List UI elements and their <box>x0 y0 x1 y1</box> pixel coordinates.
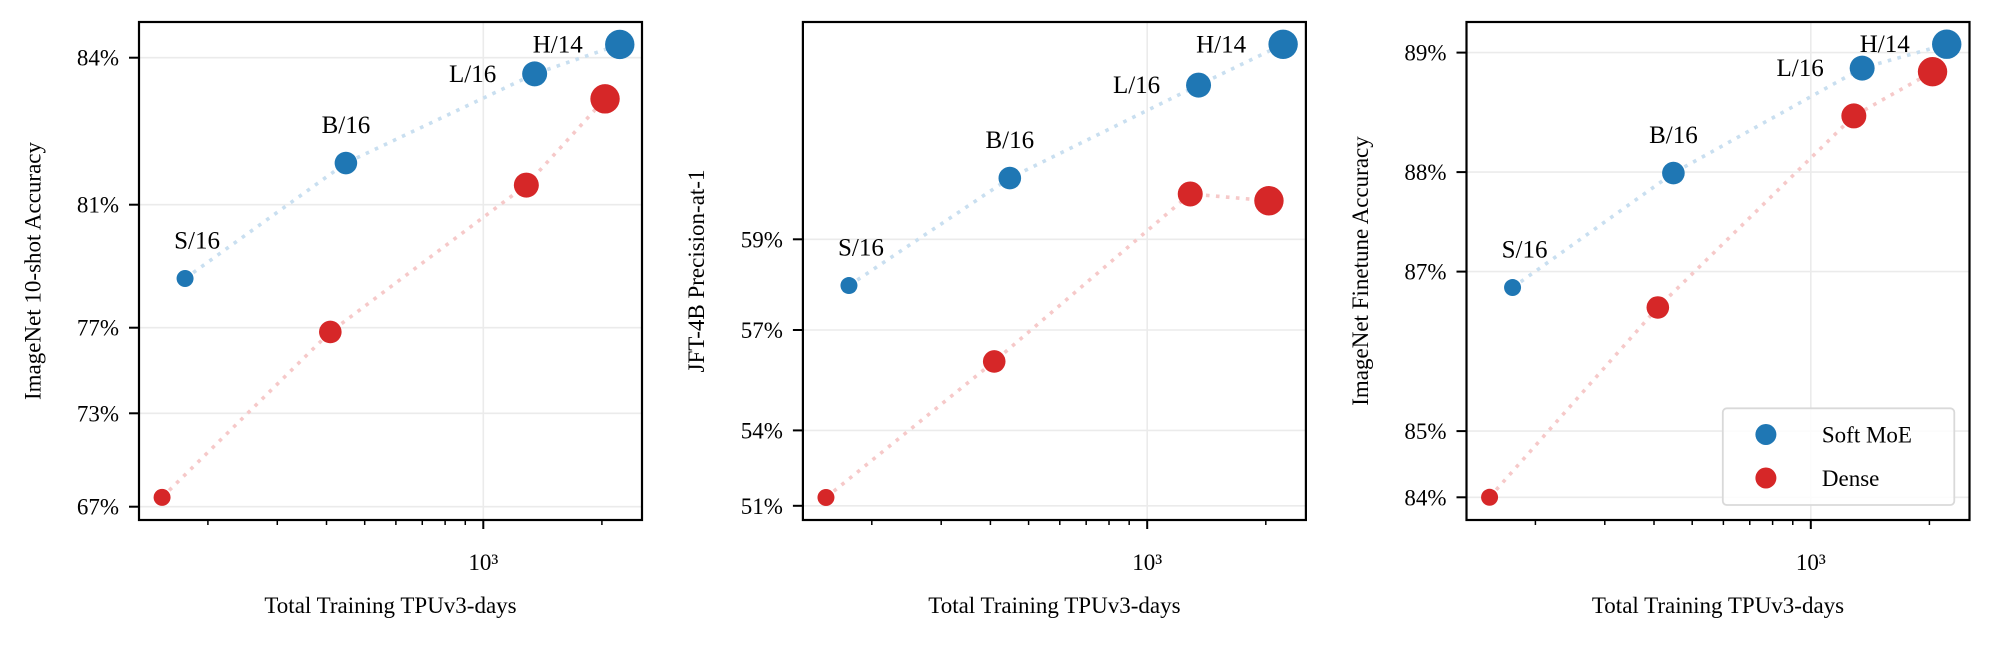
y-tick-label: 84% <box>1404 485 1446 510</box>
model-label: H/14 <box>1860 31 1911 58</box>
chart-panel-1: S/16 B/16 L/16 H/14 84% 81% 77% 73% 67% 10³ Total … <box>20 20 644 618</box>
dense-trend-line <box>1488 70 1934 499</box>
model-label: B/16 <box>322 112 371 139</box>
x-axis-title: Total Training TPUv3-days <box>264 593 516 618</box>
model-label: H/14 <box>533 31 584 58</box>
x-axis-title: Total Training TPUv3-days <box>928 593 1180 618</box>
dense-legend-marker <box>1755 467 1777 489</box>
soft_moe-trend-line <box>1511 42 1948 290</box>
dense-point <box>1254 186 1284 216</box>
model-label: S/16 <box>838 235 884 262</box>
soft_moe-point <box>522 61 548 87</box>
dense-point <box>319 320 342 344</box>
model-label: L/16 <box>449 61 496 88</box>
soft_moe-point <box>1268 29 1298 59</box>
dense-point <box>1646 296 1670 319</box>
soft_moe-point <box>1504 279 1522 297</box>
y-tick-label: 89% <box>1404 41 1446 66</box>
legend-box <box>1721 407 1956 506</box>
dense-point <box>1841 103 1867 129</box>
axes-frame <box>801 20 1308 522</box>
y-tick-label: 77% <box>77 316 119 341</box>
x-tick-label: 10³ <box>1796 550 1826 575</box>
y-axis-title: ImageNet 10-shot Accuracy <box>20 141 45 400</box>
dense-point <box>1917 57 1948 87</box>
legend: Soft MoE Dense <box>1721 407 1956 506</box>
y-tick-label: 54% <box>741 418 783 443</box>
soft_moe-point <box>840 277 858 295</box>
legend-label: Soft MoE <box>1822 423 1912 448</box>
model-label: S/16 <box>1502 237 1548 264</box>
soft_moe-trend-line <box>847 42 1284 288</box>
axes-frame <box>137 20 644 522</box>
dense-point <box>513 172 539 198</box>
y-axis-title: JFT-4B Precision-at-1 <box>684 170 709 373</box>
y-tick-label: 51% <box>741 494 783 519</box>
dense-trend-line <box>160 97 607 499</box>
model-label: H/14 <box>1196 31 1247 58</box>
y-tick-label: 57% <box>741 318 783 343</box>
model-label: B/16 <box>985 127 1034 154</box>
chart-panel-3: S/16 B/16 L/16 H/14 89% 88% 87% 85% 84% 10³ Total … <box>1348 20 1971 618</box>
soft_moe-legend-marker <box>1755 424 1777 445</box>
soft_moe-point <box>176 270 194 287</box>
soft_moe-point <box>605 29 635 60</box>
y-tick-label: 87% <box>1404 260 1446 285</box>
y-tick-label: 59% <box>741 227 783 252</box>
legend-label: Dense <box>1822 466 1879 491</box>
dense-point <box>1481 488 1499 506</box>
x-axis-title: Total Training TPUv3-days <box>1592 593 1844 618</box>
soft_moe-point <box>1186 72 1212 98</box>
model-label: B/16 <box>1649 122 1698 149</box>
soft_moe-point <box>1932 29 1962 59</box>
model-label: L/16 <box>1777 55 1824 82</box>
x-tick-label: 10³ <box>1132 550 1162 575</box>
y-tick-label: 81% <box>77 193 119 218</box>
chart-panel-2: S/16 B/16 L/16 H/14 59% 57% 54% 51% 10³ Total Tra… <box>684 20 1308 618</box>
y-tick-label: 85% <box>1404 419 1446 444</box>
y-axis-title: ImageNet Finetune Accuracy <box>1348 136 1373 406</box>
soft_moe-point <box>1662 161 1685 185</box>
soft_moe-trend-line <box>184 42 621 280</box>
dense-point <box>817 489 835 507</box>
model-label: L/16 <box>1113 72 1160 99</box>
soft_moe-point <box>1849 55 1875 81</box>
x-tick-label: 10³ <box>468 550 498 575</box>
model-label: S/16 <box>174 228 220 255</box>
soft_moe-point <box>334 151 358 175</box>
y-tick-label: 67% <box>77 495 119 520</box>
y-tick-label: 88% <box>1404 160 1446 185</box>
dense-point <box>153 488 171 506</box>
dense-point <box>1177 181 1203 207</box>
y-tick-label: 84% <box>77 46 119 71</box>
dense-point <box>590 84 620 114</box>
dense-point <box>982 350 1006 373</box>
y-tick-label: 73% <box>77 401 119 426</box>
soft_moe-point <box>998 166 1022 190</box>
